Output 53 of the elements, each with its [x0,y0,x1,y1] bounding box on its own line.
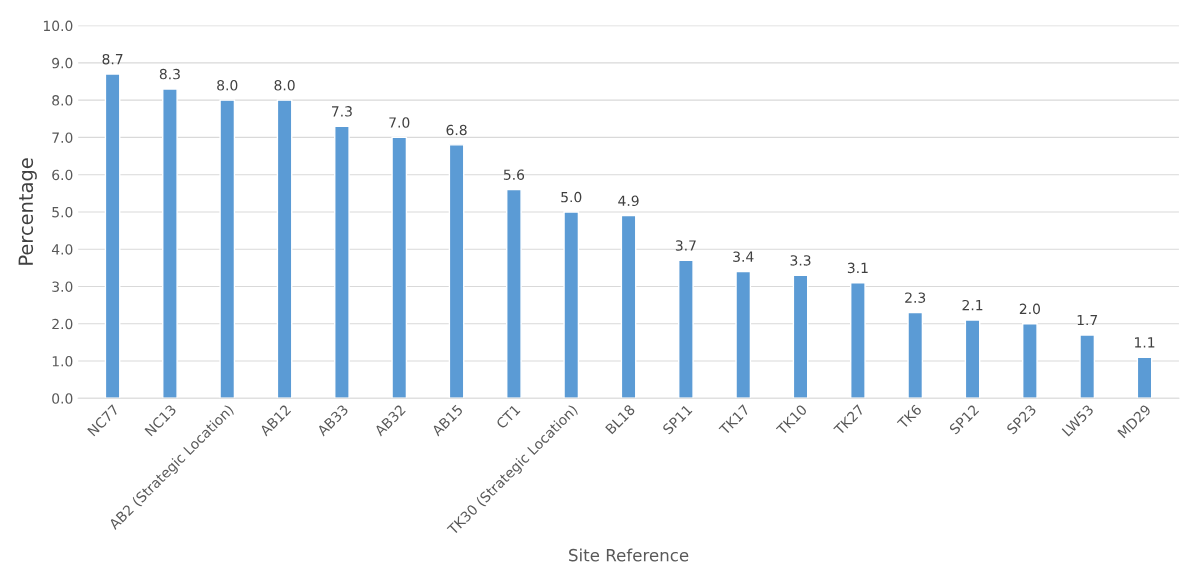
data-label: 8.0 [217,80,238,91]
bar [391,136,408,399]
data-label: 4.9 [618,195,639,207]
y-tick-label: 2.0 [52,318,73,330]
bar [1079,334,1096,399]
y-tick-label: 10.0 [43,20,73,32]
data-label: 6.8 [446,124,467,136]
y-tick-label: 1.0 [52,356,73,367]
bar [678,259,694,399]
y-tick-label: 9.0 [52,57,73,69]
bar [792,274,809,399]
data-label: 8.3 [159,68,180,80]
data-label: 2.0 [1019,303,1040,315]
data-label: 8.0 [274,80,295,91]
data-label: 1.7 [1077,314,1098,326]
bar [735,270,752,399]
data-label: 7.3 [332,106,352,117]
bar [506,188,522,399]
y-tick-label: 8.0 [52,95,73,106]
bar [334,125,350,399]
data-label: 7.0 [389,117,410,128]
bar [907,311,924,399]
x-tick-label: TK6 [896,403,923,430]
y-tick-label: 5.0 [52,206,73,218]
y-axis-title: Percentage [18,158,37,265]
bar [850,282,866,399]
x-tick-label: CT1 [495,404,521,430]
data-label: 3.1 [847,262,868,274]
data-label: 8.7 [102,53,123,65]
y-tick-label: 0.0 [52,393,73,404]
y-tick-label: 4.0 [51,244,73,255]
data-label: 5.6 [503,169,525,180]
bar [563,211,580,399]
bar [104,73,121,399]
bar [620,214,637,399]
data-label: 3.4 [733,251,754,262]
bar [219,99,236,399]
bar [1022,323,1038,399]
x-axis-title: Site Reference [569,548,689,562]
bar [964,319,981,399]
y-tick-label: 3.0 [52,281,73,292]
data-label: 5.0 [561,191,582,203]
data-label: 1.1 [1135,337,1155,348]
y-tick-label: 6.0 [52,169,73,181]
y-tick-label: 7.0 [52,132,73,143]
bar [276,99,293,399]
bar [1136,356,1153,399]
data-label: 3.7 [675,240,696,251]
bar [448,144,465,399]
data-label: 2.3 [905,292,926,303]
bar [162,88,178,399]
data-label: 3.3 [790,255,811,266]
data-label: 2.1 [962,299,983,311]
